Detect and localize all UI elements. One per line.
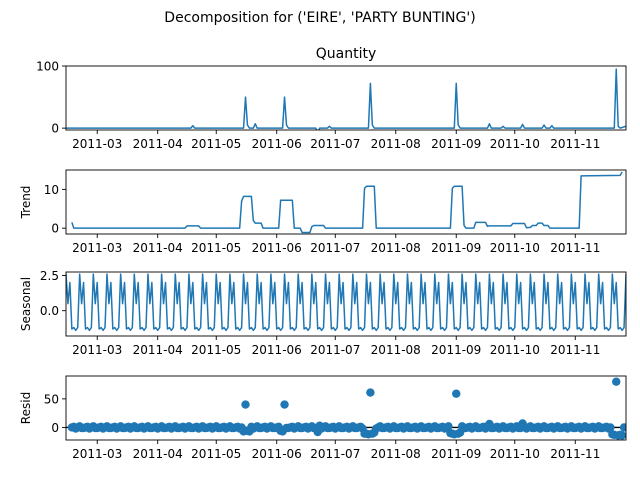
panel-resid: Resid 0 50 2011-03 2011-04 2011-05 2011-06 2011…	[19, 375, 627, 461]
x-tick-label: 2011-09	[431, 241, 481, 255]
axes-frame	[65, 375, 627, 441]
axes-frame	[65, 271, 627, 337]
y-tick-label: 0	[51, 222, 59, 236]
x-tick-label: 2011-07	[310, 343, 360, 357]
x-tick-label: 2011-05	[191, 343, 241, 357]
figure-title: Decomposition for ('EIRE', 'PARTY BUNTIN…	[164, 10, 475, 26]
x-tick-label: 2011-05	[191, 241, 241, 255]
x-tick-label: 2011-09	[431, 447, 481, 461]
series-line-seasonal	[66, 273, 626, 332]
resid-point	[619, 423, 626, 432]
resid-point	[444, 422, 453, 431]
x-tick-label: 2011-11	[550, 447, 600, 461]
x-tick-label: 2011-10	[490, 447, 540, 461]
panel-observed: Quantity 0 100 2011-03 2011-04 2011-05 2011-06…	[36, 46, 627, 151]
plot-area	[66, 273, 626, 332]
plot-area	[71, 171, 623, 234]
panel-title: Quantity	[316, 46, 377, 62]
x-tick-label: 2011-06	[252, 343, 302, 357]
axes-frame	[65, 169, 627, 235]
y-axis-label: Resid	[19, 392, 33, 424]
x-tick-label: 2011-07	[310, 137, 360, 151]
x-tick-label: 2011-04	[133, 137, 183, 151]
x-tick-label: 2011-11	[550, 241, 600, 255]
y-tick-label: 50	[44, 392, 59, 406]
x-tick-label: 2011-04	[133, 343, 183, 357]
x-tick-label: 2011-06	[252, 241, 302, 255]
series-line-observed	[66, 68, 626, 130]
x-tick-label: 2011-04	[133, 241, 183, 255]
y-axis-label: Seasonal	[19, 277, 33, 331]
x-tick-label: 2011-03	[72, 447, 122, 461]
x-tick-label: 2011-05	[191, 447, 241, 461]
x-tick-label: 2011-08	[371, 137, 421, 151]
x-tick-label: 2011-05	[191, 137, 241, 151]
resid-point	[617, 431, 626, 440]
x-tick-label: 2011-11	[550, 137, 600, 151]
x-tick-label: 2011-08	[371, 241, 421, 255]
resid-point	[606, 423, 615, 432]
y-tick-label: 0.0	[40, 304, 59, 318]
y-tick-label: 2.5	[40, 269, 59, 283]
x-tick-label: 2011-03	[72, 343, 122, 357]
x-tick-label: 2011-06	[252, 447, 302, 461]
y-tick-label: 0	[51, 122, 59, 136]
x-tick-label: 2011-04	[133, 447, 183, 461]
resid-point	[452, 389, 461, 398]
x-tick-label: 2011-03	[72, 241, 122, 255]
panel-seasonal: Seasonal 0.0 2.5 2011-03 2011-04 2011-05 2011-…	[19, 269, 627, 357]
y-tick-label: 100	[36, 60, 59, 74]
y-axis-label: Trend	[19, 186, 33, 220]
y-tick-label: 10	[44, 183, 59, 197]
plot-area	[66, 68, 626, 130]
x-tick-label: 2011-07	[310, 447, 360, 461]
x-tick-label: 2011-09	[431, 343, 481, 357]
resid-point	[612, 377, 621, 386]
series-line-trend	[71, 171, 623, 234]
plot-area	[66, 377, 626, 440]
x-tick-label: 2011-08	[371, 343, 421, 357]
resid-point	[280, 400, 289, 409]
x-tick-label: 2011-09	[431, 137, 481, 151]
axes-frame	[65, 65, 627, 131]
x-tick-label: 2011-03	[72, 137, 122, 151]
x-tick-label: 2011-11	[550, 343, 600, 357]
resid-point	[241, 400, 250, 409]
x-tick-label: 2011-08	[371, 447, 421, 461]
x-tick-label: 2011-10	[490, 137, 540, 151]
x-tick-label: 2011-07	[310, 241, 360, 255]
x-tick-label: 2011-10	[490, 241, 540, 255]
panel-trend: Trend 0 10 2011-03 2011-04 2011-05 2011-06 2011…	[19, 169, 627, 255]
x-tick-label: 2011-06	[252, 137, 302, 151]
x-tick-label: 2011-10	[490, 343, 540, 357]
y-tick-label: 0	[51, 421, 59, 435]
resid-point	[366, 388, 375, 397]
